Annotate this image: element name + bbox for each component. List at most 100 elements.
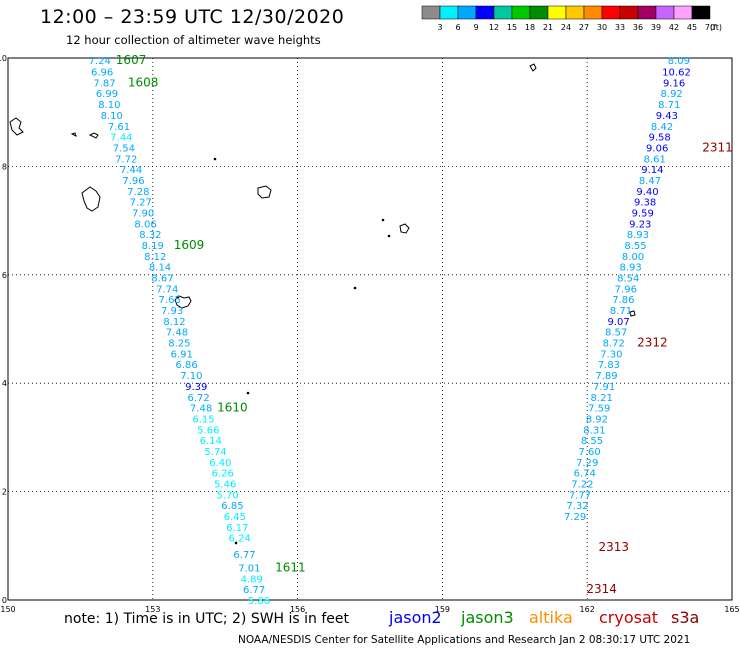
time-label: 1607	[116, 53, 147, 67]
data-label: 9.38	[634, 198, 656, 209]
island-outline	[174, 295, 192, 309]
data-label: 6.74	[574, 469, 596, 480]
colorbar-swatch	[493, 5, 513, 20]
y-tick-label: 8	[2, 162, 7, 171]
islet-dot	[387, 234, 391, 238]
time-label: 2312	[637, 336, 668, 350]
islet-dot	[176, 295, 180, 299]
time-label: 1611	[275, 560, 306, 574]
data-label: 8.42	[651, 122, 673, 133]
data-label: 7.32	[566, 501, 588, 512]
islet-dot	[246, 391, 250, 395]
time-label: 1608	[128, 75, 159, 89]
data-label: 7.30	[600, 349, 622, 360]
colorbar-swatch	[547, 5, 567, 20]
data-label: 8.71	[610, 306, 632, 317]
x-tick-label: 162	[580, 605, 595, 614]
colorbar-label: 36	[633, 23, 643, 32]
data-label: 7.83	[598, 360, 620, 371]
island-outline	[629, 310, 636, 317]
satellite-legend-jason2: jason2	[389, 608, 442, 627]
data-label: 7.89	[595, 371, 617, 382]
data-label: 7.10	[180, 371, 202, 382]
island-outline	[257, 185, 272, 199]
island-outline	[9, 117, 24, 136]
data-label: 7.59	[588, 404, 610, 415]
data-label: 6.77	[243, 585, 265, 596]
data-label: 8.10	[101, 111, 123, 122]
satellite-legend-s3a: s3a	[671, 608, 700, 627]
data-label: 7.93	[161, 306, 183, 317]
colorbar-label: 30	[597, 23, 607, 32]
colorbar-label: 3	[437, 23, 442, 32]
data-label: 9.16	[663, 78, 685, 89]
data-label: 7.22	[571, 479, 593, 490]
data-label: 8.55	[581, 436, 603, 447]
island-outline	[529, 63, 537, 72]
data-label: 7.60	[578, 447, 600, 458]
time-label: 1609	[174, 238, 205, 252]
data-label: 7.44	[110, 133, 132, 144]
islet-dot	[353, 286, 357, 290]
colorbar-label: 70	[705, 23, 715, 32]
colorbar-label: 9	[473, 23, 478, 32]
data-label: 8.31	[583, 425, 605, 436]
island-outline	[399, 223, 410, 234]
data-label: 7.48	[190, 404, 212, 415]
data-label: 7.54	[113, 143, 135, 154]
data-label: 7.96	[615, 284, 637, 295]
data-label: 7.61	[108, 122, 130, 133]
data-label: 5.70	[216, 490, 238, 501]
data-label: 7.77	[569, 490, 591, 501]
data-label: 7.96	[122, 176, 144, 187]
data-label: 7.27	[130, 198, 152, 209]
colorbar-swatch	[655, 5, 675, 20]
data-label: 7.90	[132, 208, 154, 219]
colorbar-swatch	[457, 5, 477, 20]
island-outline	[81, 186, 101, 212]
data-label: 8.12	[163, 317, 185, 328]
data-label: 8.72	[603, 339, 625, 350]
data-label: 6.40	[209, 458, 231, 469]
data-label: 8.19	[142, 241, 164, 252]
data-label: 7.28	[127, 187, 149, 198]
time-label: 2311	[702, 140, 733, 154]
data-label: 6.99	[96, 89, 118, 100]
colorbar-label: 21	[543, 23, 553, 32]
data-label: 8.71	[658, 100, 680, 111]
colorbar-swatch	[673, 5, 693, 20]
x-tick-label: 153	[145, 605, 160, 614]
island-outline	[70, 132, 77, 137]
data-label: 8.12	[144, 252, 166, 263]
data-label: 6.15	[192, 414, 214, 425]
chart-subtitle: 12 hour collection of altimeter wave hei…	[66, 33, 321, 47]
colorbar-swatch	[421, 5, 441, 20]
data-label: 8.93	[627, 230, 649, 241]
data-label: 9.40	[636, 187, 658, 198]
data-label: 9.14	[641, 165, 663, 176]
data-label: 4.89	[241, 574, 263, 585]
data-label: 9.43	[656, 111, 678, 122]
data-label: 8.92	[661, 89, 683, 100]
data-label: 8.67	[151, 274, 173, 285]
data-label: 7.65	[159, 295, 181, 306]
colorbar-swatch	[475, 5, 495, 20]
data-label: 7.72	[115, 154, 137, 165]
colorbar-swatch	[637, 5, 657, 20]
y-tick-label: 0	[2, 596, 7, 605]
data-label: 8.06	[134, 219, 156, 230]
data-label: 9.07	[607, 317, 629, 328]
colorbar-label: 39	[651, 23, 661, 32]
data-label: 7.44	[120, 165, 142, 176]
plot-frame	[7, 57, 733, 601]
x-tick-label: 165	[724, 605, 739, 614]
colorbar-swatch	[601, 5, 621, 20]
data-label: 7.29	[576, 458, 598, 469]
colorbar-label: 6	[455, 23, 460, 32]
footer-note: note: 1) Time is in UTC; 2) SWH is in fe…	[64, 611, 350, 627]
data-label: 6.96	[91, 68, 113, 79]
colorbar-swatch	[439, 5, 459, 20]
data-label: 5.46	[214, 479, 236, 490]
y-tick-label: 6	[2, 271, 7, 280]
